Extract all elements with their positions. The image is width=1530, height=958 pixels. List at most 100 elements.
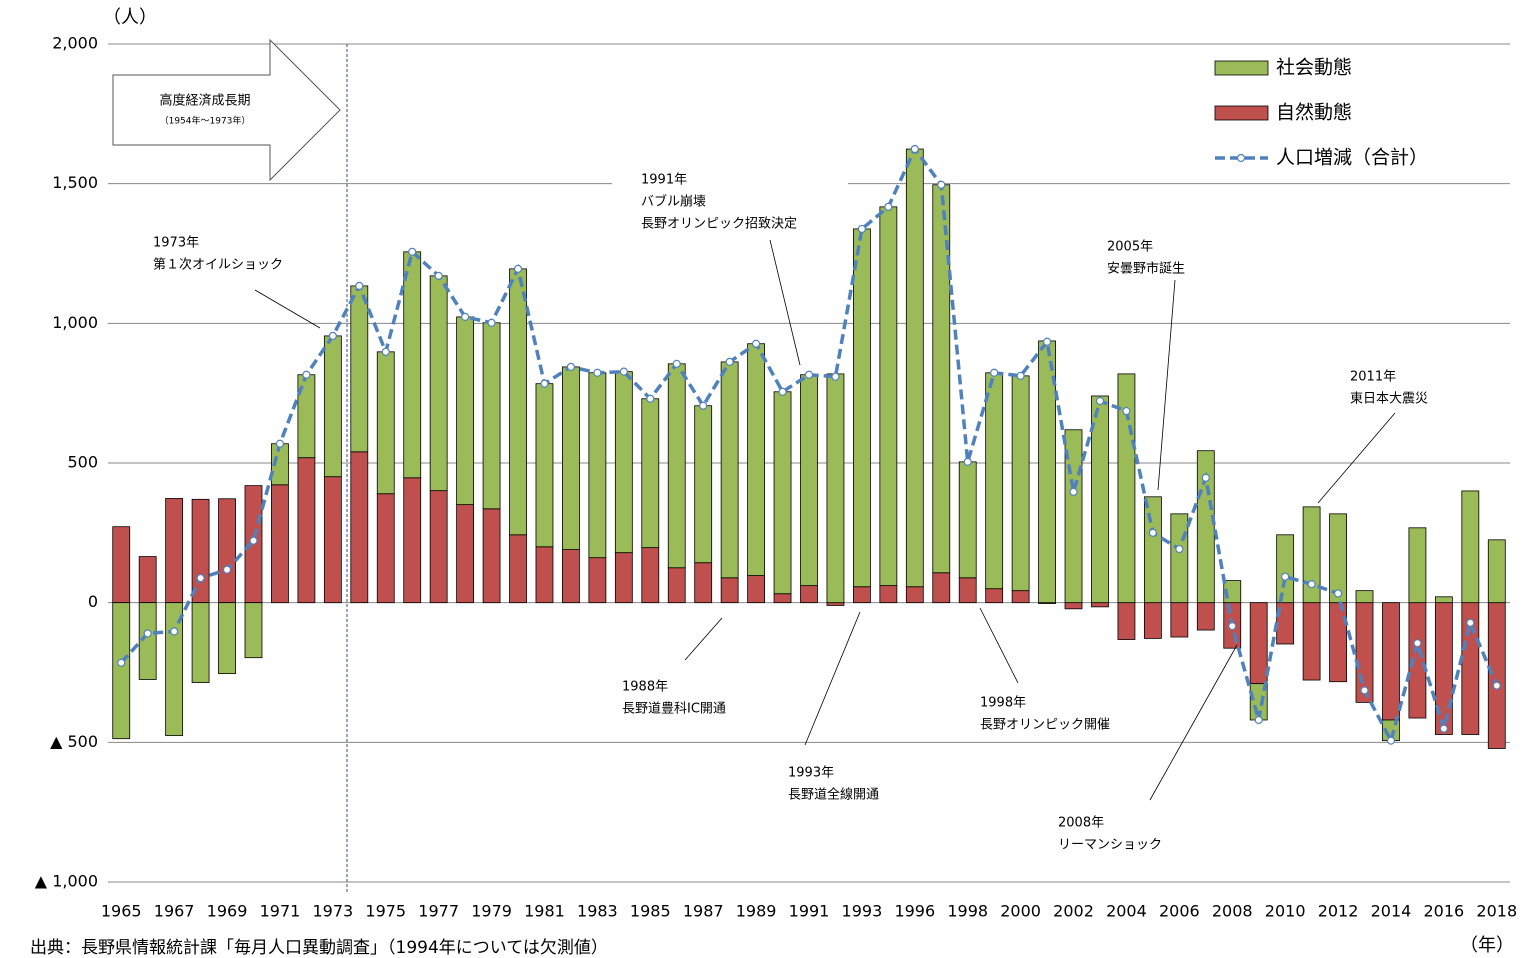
total-marker: [1254, 715, 1263, 725]
legend-swatch: [1214, 105, 1269, 121]
annotation-leader: [684, 617, 723, 661]
bar: [429, 275, 448, 492]
bar: [323, 335, 342, 478]
bar: [905, 586, 924, 604]
annotation: 1993年: [788, 766, 834, 781]
bar: [562, 549, 580, 604]
annotation-leader: [254, 289, 321, 329]
bar: [297, 457, 316, 604]
bar: [614, 371, 633, 554]
bar: [1011, 590, 1030, 604]
x-tick-label: 1965: [101, 902, 142, 921]
bar: [667, 567, 686, 604]
bar: [800, 585, 818, 604]
bar: [1487, 602, 1506, 749]
total-marker: [117, 658, 126, 667]
bar: [376, 351, 395, 495]
x-tick-label: 2018: [1476, 902, 1517, 921]
annotation: 1973年: [153, 236, 199, 251]
x-tick-label: 1983: [577, 902, 618, 921]
total-marker: [831, 372, 840, 381]
total-marker: [513, 264, 523, 273]
total-marker: [434, 271, 443, 280]
total-marker: [461, 312, 470, 322]
annotation: 第１次オイルショック: [153, 257, 283, 273]
bar: [853, 586, 871, 604]
bar: [1408, 527, 1427, 604]
y-tick-label: 500: [67, 453, 98, 472]
annotation-leader: [1157, 279, 1176, 491]
bar: [667, 363, 686, 569]
bar: [112, 602, 131, 740]
annotation: 東日本大震災: [1350, 391, 1428, 407]
total-marker: [963, 457, 972, 466]
annotation: 1998年: [980, 696, 1026, 711]
total-marker: [1122, 406, 1131, 416]
total-marker: [1439, 724, 1448, 733]
bar: [1382, 602, 1400, 721]
total-marker: [1042, 337, 1052, 346]
annotation: 長野オリンピック開催: [980, 718, 1110, 733]
total-marker: [275, 439, 285, 448]
annotation: 長野道全線開通: [788, 787, 879, 803]
annotation: 2005年: [1107, 240, 1153, 255]
x-tick-label: 2006: [1159, 902, 1200, 921]
bar: [826, 602, 845, 606]
bar: [535, 546, 554, 604]
x-tick-label: 1979: [471, 902, 512, 921]
bar: [985, 588, 1004, 604]
bar: [1170, 602, 1189, 638]
x-tick-label: 2008: [1212, 902, 1253, 921]
bar: [747, 343, 765, 576]
bar: [773, 593, 792, 604]
total-marker: [884, 202, 893, 211]
bar: [1329, 513, 1347, 604]
bar: [985, 372, 1004, 590]
x-tick-label: 1991: [789, 902, 830, 921]
total-marker: [1466, 618, 1475, 627]
total-marker: [1307, 580, 1316, 589]
total-marker: [566, 362, 576, 372]
annotation: 長野オリンピック招致決定: [641, 217, 797, 232]
total-marker: [222, 565, 232, 574]
total-marker: [646, 394, 655, 403]
bar: [403, 477, 422, 604]
y-tick-label: ▲ 500: [50, 732, 98, 751]
bar: [1249, 602, 1268, 685]
period-range: （1954年～1973年）: [160, 115, 251, 127]
bar: [588, 557, 607, 604]
bar: [720, 577, 739, 604]
bar: [641, 398, 660, 549]
annotation-leader: [804, 611, 861, 746]
x-tick-label: 1989: [736, 902, 777, 921]
bar: [1196, 602, 1215, 631]
bar: [879, 585, 898, 604]
x-tick-label: 1985: [630, 902, 671, 921]
x-tick-label: 2012: [1318, 902, 1359, 921]
total-marker: [990, 368, 999, 377]
bar: [826, 373, 845, 604]
x-tick-label: 1977: [418, 902, 459, 921]
x-tick-label: 2016: [1424, 902, 1465, 921]
bar: [138, 602, 157, 680]
total-marker: [170, 627, 179, 636]
total-marker: [672, 359, 681, 368]
bar: [1302, 506, 1321, 604]
bar: [1196, 450, 1215, 604]
annotation-leader: [979, 607, 1019, 684]
annotation: 安曇野市誕生: [1107, 261, 1185, 277]
x-tick-label: 1998: [947, 902, 988, 921]
bar: [588, 372, 607, 559]
legend-label: 人口増減（合計）: [1276, 147, 1428, 169]
bar: [853, 228, 871, 588]
bar: [1355, 590, 1374, 604]
total-marker: [619, 367, 628, 376]
period-arrow: [112, 38, 341, 182]
bar: [271, 484, 289, 604]
x-tick-label: 1975: [365, 902, 406, 921]
total-marker: [355, 281, 364, 291]
bar: [800, 374, 818, 587]
total-marker: [804, 370, 814, 379]
total-marker: [328, 331, 337, 341]
